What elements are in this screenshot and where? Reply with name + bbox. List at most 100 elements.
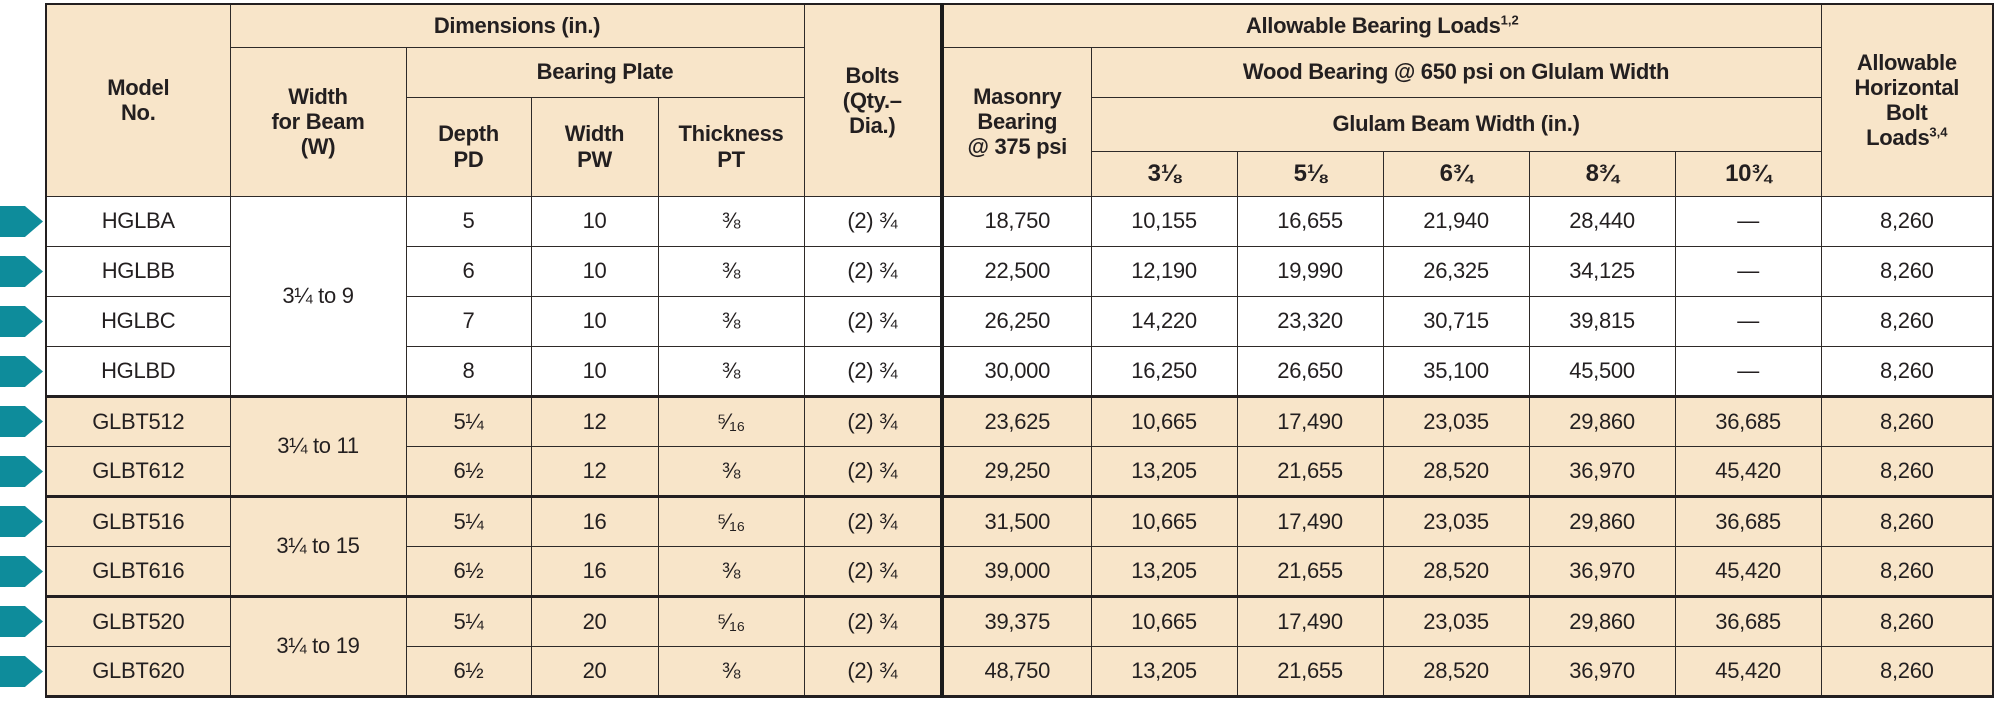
plate-thickness-cell: ⅜ xyxy=(657,545,805,597)
bolts-cell: (2) ¾ xyxy=(803,345,943,397)
plate-width-cell: 20 xyxy=(530,645,659,697)
glulam-load-cell: 17,490 xyxy=(1236,394,1384,447)
bolts-cell: (2) ¾ xyxy=(803,445,943,497)
glulam-load-cell: 21,940 xyxy=(1382,195,1530,247)
header-glulam-width-6-3-4: 6¾ xyxy=(1382,150,1530,197)
plate-width-cell: 12 xyxy=(530,394,659,447)
glulam-load-cell: 36,970 xyxy=(1528,445,1676,497)
bolts-cell: (2) ¾ xyxy=(803,594,943,647)
horizontal-bolt-load-cell: 8,260 xyxy=(1820,245,1994,297)
glulam-load-cell: 13,205 xyxy=(1090,445,1238,497)
glulam-load-cell: 45,500 xyxy=(1528,345,1676,397)
bolts-cell: (2) ¾ xyxy=(803,195,943,247)
row-pointer-icon xyxy=(0,206,43,237)
allowable-bearing-loads-table: Model No. Dimensions (in.) Bolts (Qty.– … xyxy=(45,3,1995,698)
bolts-cell: (2) ¾ xyxy=(803,295,943,347)
header-width-for-beam: Width for Beam (W) xyxy=(229,46,407,197)
glulam-load-cell: 34,125 xyxy=(1528,245,1676,297)
masonry-bearing-cell: 48,750 xyxy=(940,645,1092,697)
glulam-load-cell: 45,420 xyxy=(1674,645,1822,697)
footnote-marker: 3,4 xyxy=(1929,125,1948,140)
glulam-load-cell: 36,685 xyxy=(1674,594,1822,647)
model-cell: HGLBD xyxy=(45,345,231,397)
glulam-load-cell: 17,490 xyxy=(1236,494,1384,547)
glulam-load-cell: 19,990 xyxy=(1236,245,1384,297)
header-plate-depth: Depth PD xyxy=(405,96,532,197)
masonry-bearing-cell: 22,500 xyxy=(940,245,1092,297)
beam-width-cell: 3¼ to 19 xyxy=(229,594,407,697)
plate-depth-cell: 5¼ xyxy=(405,494,532,547)
masonry-bearing-cell: 29,250 xyxy=(940,445,1092,497)
glulam-load-cell: 28,520 xyxy=(1382,445,1530,497)
model-cell: GLBT612 xyxy=(45,445,231,497)
plate-depth-cell: 6½ xyxy=(405,645,532,697)
table-row: GLBT516 3¼ to 15 5¼ 16 ⁵⁄₁₆ (2) ¾ 31,500… xyxy=(45,494,1994,597)
row-pointer-icon xyxy=(0,506,43,537)
footnote-marker: 1,2 xyxy=(1500,12,1519,28)
header-plate-width: Width PW xyxy=(530,96,659,197)
row-pointer-icon xyxy=(0,556,43,587)
model-cell: GLBT520 xyxy=(45,594,231,647)
plate-thickness-cell: ⁵⁄₁₆ xyxy=(657,594,805,647)
bolts-cell: (2) ¾ xyxy=(803,494,943,547)
glulam-load-cell: 23,035 xyxy=(1382,494,1530,547)
horizontal-bolt-load-cell: 8,260 xyxy=(1820,645,1994,697)
glulam-load-cell: 36,970 xyxy=(1528,545,1676,597)
glulam-load-cell: 28,440 xyxy=(1528,195,1676,247)
header-glulam-width-8-3-4: 8¾ xyxy=(1528,150,1676,197)
row-pointer-icon xyxy=(0,406,43,437)
plate-depth-cell: 6½ xyxy=(405,445,532,497)
header-allowable-bearing-loads-text: Allowable Bearing Loads xyxy=(1245,13,1501,39)
masonry-bearing-cell: 23,625 xyxy=(940,394,1092,447)
model-cell: GLBT616 xyxy=(45,545,231,597)
horizontal-bolt-load-cell: 8,260 xyxy=(1820,195,1994,247)
plate-depth-cell: 7 xyxy=(405,295,532,347)
horizontal-bolt-load-cell: 8,260 xyxy=(1820,545,1994,597)
plate-thickness-cell: ⅜ xyxy=(657,445,805,497)
model-cell: HGLBC xyxy=(45,295,231,347)
header-model-no: Model No. xyxy=(45,3,231,197)
header-dimensions: Dimensions (in.) xyxy=(229,3,805,48)
glulam-load-cell: 36,970 xyxy=(1528,645,1676,697)
plate-depth-cell: 5¼ xyxy=(405,394,532,447)
glulam-load-cell: 17,490 xyxy=(1236,594,1384,647)
header-glulam-width-10-3-4: 10¾ xyxy=(1674,150,1822,197)
model-cell: GLBT620 xyxy=(45,645,231,697)
row-pointer-icon xyxy=(0,656,43,687)
glulam-load-cell: 36,685 xyxy=(1674,494,1822,547)
masonry-bearing-cell: 31,500 xyxy=(940,494,1092,547)
row-pointer-icon xyxy=(0,356,43,387)
masonry-bearing-cell: 39,375 xyxy=(940,594,1092,647)
row-pointer-icon xyxy=(0,456,43,487)
plate-width-cell: 12 xyxy=(530,445,659,497)
glulam-load-cell: 30,715 xyxy=(1382,295,1530,347)
masonry-bearing-cell: 30,000 xyxy=(940,345,1092,397)
glulam-load-cell: 28,520 xyxy=(1382,645,1530,697)
plate-thickness-cell: ⅜ xyxy=(657,345,805,397)
plate-depth-cell: 8 xyxy=(405,345,532,397)
horizontal-bolt-load-cell: 8,260 xyxy=(1820,445,1994,497)
glulam-load-cell: 36,685 xyxy=(1674,394,1822,447)
header-glulam-width-5-1-8: 5⅛ xyxy=(1236,150,1384,197)
table-row: GLBT612 6½ 12 ⅜ (2) ¾ 29,250 13,205 21,6… xyxy=(45,445,1994,497)
glulam-load-cell: 23,035 xyxy=(1382,594,1530,647)
plate-width-cell: 10 xyxy=(530,345,659,397)
masonry-bearing-cell: 18,750 xyxy=(940,195,1092,247)
model-cell: GLBT512 xyxy=(45,394,231,447)
glulam-load-cell: 10,665 xyxy=(1090,394,1238,447)
masonry-bearing-cell: 26,250 xyxy=(940,295,1092,347)
plate-width-cell: 16 xyxy=(530,545,659,597)
glulam-load-cell: 29,860 xyxy=(1528,594,1676,647)
glulam-load-cell: 26,650 xyxy=(1236,345,1384,397)
glulam-load-cell: 21,655 xyxy=(1236,445,1384,497)
model-cell: HGLBB xyxy=(45,245,231,297)
horizontal-bolt-load-cell: 8,260 xyxy=(1820,594,1994,647)
plate-width-cell: 10 xyxy=(530,245,659,297)
bolts-cell: (2) ¾ xyxy=(803,645,943,697)
glulam-load-cell: 10,155 xyxy=(1090,195,1238,247)
header-masonry-bearing: Masonry Bearing @ 375 psi xyxy=(940,46,1092,197)
plate-depth-cell: 5 xyxy=(405,195,532,247)
glulam-load-cell: 14,220 xyxy=(1090,295,1238,347)
bolts-cell: (2) ¾ xyxy=(803,245,943,297)
